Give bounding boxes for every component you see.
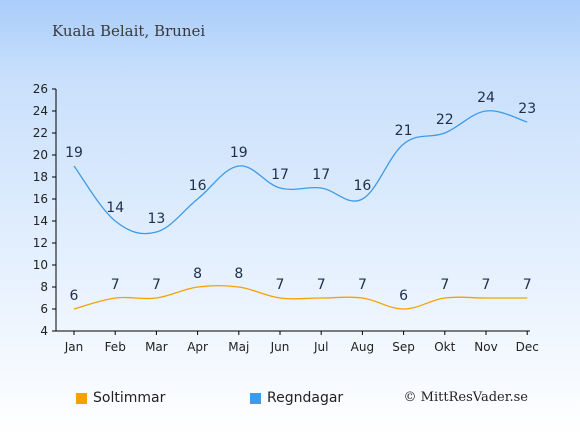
- data-label-rain: 16: [353, 178, 371, 194]
- data-label-rain: 19: [230, 145, 248, 161]
- data-labels: 6 7 7 8 8 7 7 7 6 7 7 7 19 14 13 16 19 17 17 16 21 22 24 23: [65, 90, 536, 304]
- x-tick-label: Aug: [351, 340, 374, 354]
- y-tick-label: 12: [33, 236, 48, 250]
- data-label-sun: 7: [482, 277, 491, 293]
- data-label-rain: 13: [147, 211, 165, 227]
- data-label-rain: 17: [271, 167, 289, 183]
- data-label-sun: 7: [152, 277, 161, 293]
- data-label-sun: 7: [276, 277, 285, 293]
- data-label-rain: 22: [436, 112, 454, 128]
- data-label-rain: 19: [65, 145, 83, 161]
- y-tick-label: 16: [33, 192, 48, 206]
- y-tick-label: 14: [33, 214, 48, 228]
- legend-item-sun: Soltimmar: [76, 390, 165, 406]
- data-label-sun: 8: [193, 266, 202, 282]
- y-tick-label: 4: [40, 324, 48, 338]
- x-tick-label: Apr: [187, 340, 208, 354]
- data-label-rain: 14: [106, 200, 124, 216]
- data-label-sun: 8: [234, 266, 243, 282]
- data-label-sun: 7: [317, 277, 326, 293]
- y-tick-label: 26: [33, 82, 48, 96]
- x-tick-label: Mar: [145, 340, 168, 354]
- data-label-rain: 24: [477, 90, 495, 106]
- data-label-sun: 7: [523, 277, 532, 293]
- copyright-text: © MittResVader.se: [403, 390, 528, 405]
- chart-title: Kuala Belait, Brunei: [52, 22, 206, 40]
- legend-label-sun: Soltimmar: [93, 390, 166, 406]
- series-layer: [73, 110, 528, 310]
- y-tick-label: 6: [40, 302, 48, 316]
- y-tick-label: 10: [33, 258, 48, 272]
- legend-swatch-sun: [76, 392, 87, 404]
- data-label-rain: 21: [395, 123, 413, 139]
- series-line-sun: [73, 284, 528, 310]
- x-tick-label: Dec: [516, 340, 539, 354]
- data-label-sun: 7: [440, 277, 449, 293]
- y-tick-label: 20: [33, 148, 48, 162]
- legend-label-rain: Regndagar: [267, 390, 344, 406]
- data-label-rain: 16: [189, 178, 207, 194]
- x-tick-label: Nov: [474, 340, 497, 354]
- x-tick-label: Jun: [270, 340, 290, 354]
- series-line-rain: [73, 110, 528, 235]
- legend-item-rain: Regndagar: [250, 390, 343, 406]
- x-tick-label: Feb: [105, 340, 126, 354]
- data-label-sun: 7: [111, 277, 120, 293]
- data-label-rain: 17: [312, 167, 330, 183]
- x-tick-label: Jan: [64, 340, 84, 354]
- x-tick-label: Sep: [392, 340, 415, 354]
- data-label-sun: 7: [358, 277, 367, 293]
- legend-swatch-rain: [250, 392, 261, 404]
- y-tick-label: 22: [33, 126, 48, 140]
- y-tick-label: 24: [33, 104, 48, 118]
- axes: 4 6 8 10 12 14 16 18 20 22 24 26 Jan Feb Mar Apr Maj Jun J…: [33, 82, 539, 354]
- y-tick-label: 18: [33, 170, 48, 184]
- x-tick-label: Maj: [228, 340, 249, 354]
- data-label-rain: 23: [518, 101, 536, 117]
- data-label-sun: 6: [70, 288, 79, 304]
- x-tick-label: Okt: [434, 340, 455, 354]
- data-label-sun: 6: [399, 288, 408, 304]
- x-tick-label: Jul: [313, 340, 328, 354]
- y-tick-label: 8: [40, 280, 48, 294]
